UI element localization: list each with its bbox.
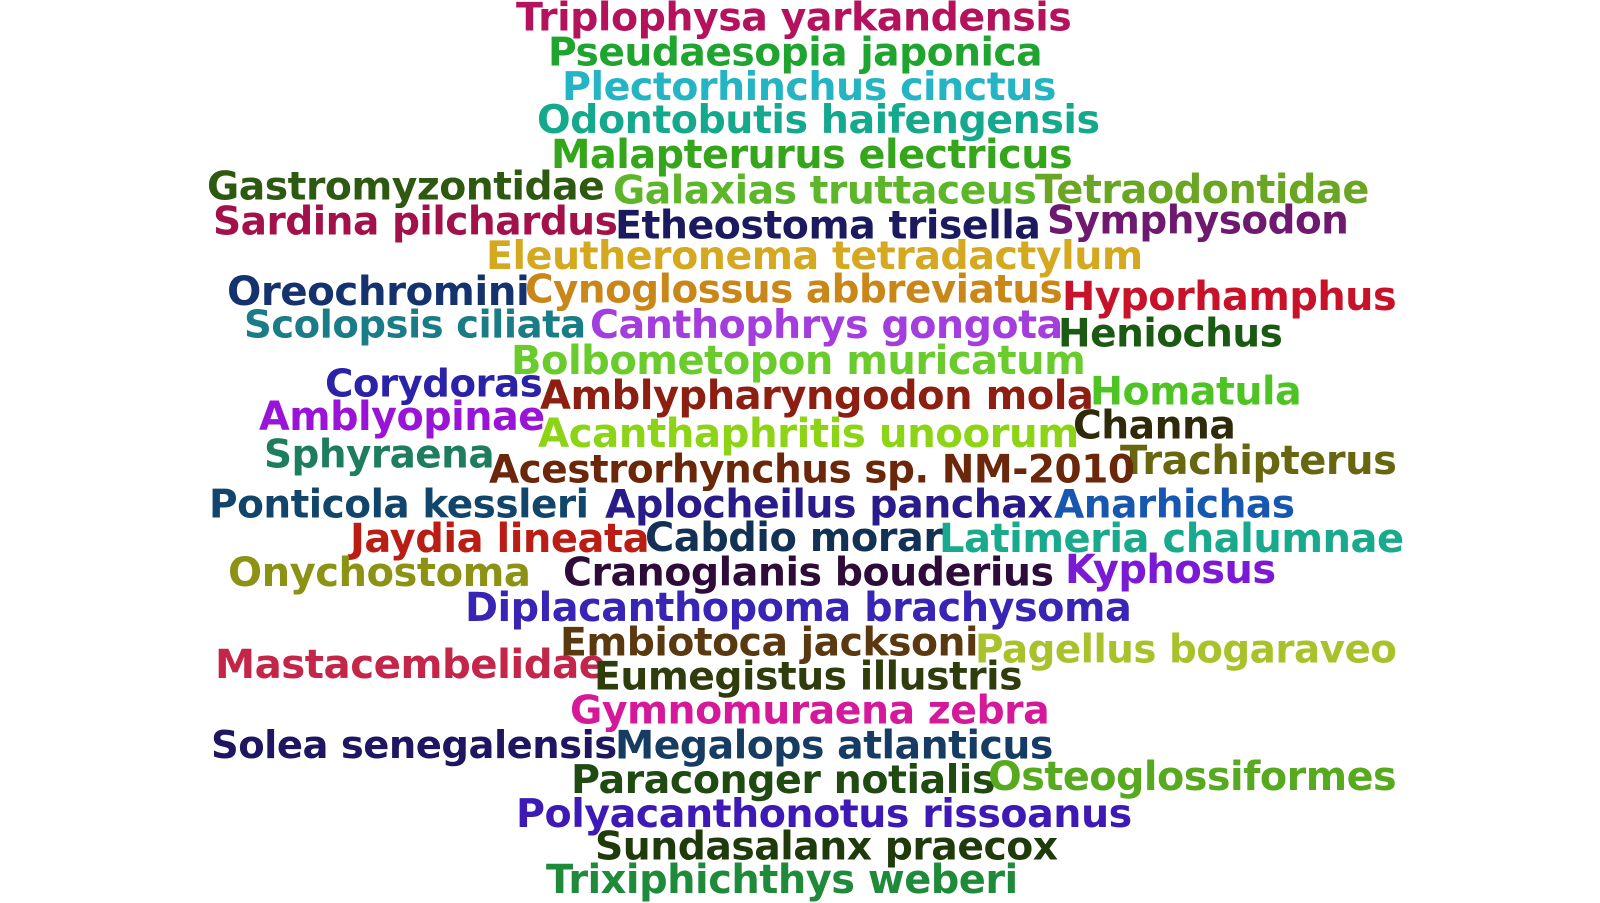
cloud-word: Odontobutis haifengensis (537, 97, 1100, 144)
cloud-word: Eleutheronema tetradactylum (486, 233, 1143, 280)
cloud-word: Diplacanthopoma brachysoma (465, 585, 1132, 632)
cloud-word: Acanthaphritis unoorum (538, 409, 1079, 457)
cloud-word: Homatula (1090, 368, 1302, 415)
cloud-word: Acestrorhynchus sp. NM-2010 (489, 447, 1135, 493)
cloud-word: Onychostoma (228, 549, 531, 596)
cloud-word: Corydoras (325, 361, 543, 407)
cloud-word: Ponticola kessleri (209, 482, 589, 528)
cloud-word: Galaxias truttaceus (613, 168, 1037, 214)
cloud-word: Sardina pilchardus (213, 199, 618, 245)
cloud-word: Aplocheilus panchax (605, 481, 1053, 528)
cloud-word: Plectorhinchus cinctus (562, 64, 1056, 111)
cloud-word: Sundasalanx praecox (595, 824, 1058, 870)
cloud-word: Paraconger notialis (571, 757, 995, 804)
cloud-word: Trachipterus (1120, 438, 1397, 484)
cloud-word: Cranoglanis bouderius (563, 549, 1054, 596)
cloud-word: Trixiphichthys weberi (546, 857, 1018, 903)
cloud-word: Amblypharyngodon mola (540, 373, 1094, 419)
cloud-word: Etheostoma trisella (615, 202, 1041, 249)
cloud-word: Mastacembelidae (215, 640, 606, 688)
cloud-word: Canthophrys gongota (590, 302, 1063, 349)
cloud-word: Anarhichas (1054, 482, 1295, 528)
cloud-word: Sphyraena (264, 432, 495, 478)
cloud-word: Heniochus (1058, 311, 1283, 357)
cloud-word: Cynoglossus abbreviatus (525, 267, 1063, 313)
cloud-word: Triplophysa yarkandensis (516, 0, 1072, 41)
cloud-word: Polyacanthonotus rissoanus (516, 791, 1132, 838)
cloud-word: Bolbometopon muricatum (511, 338, 1086, 384)
cloud-word: Eumegistus illustris (594, 654, 1023, 700)
cloud-word: Malapterurus electricus (551, 132, 1073, 179)
cloud-word: Symphysodon (1047, 198, 1349, 244)
cloud-word: Megalops atlanticus (615, 722, 1053, 769)
cloud-word: Solea senegalensis (211, 722, 617, 768)
cloud-word: Amblyopinae (259, 394, 545, 441)
cloud-word: Jaydia lineata (350, 516, 650, 562)
cloud-word: Hyporhamphus (1062, 274, 1397, 321)
cloud-word: Embiotoca jacksoni (560, 620, 978, 666)
cloud-word: Pseudaesopia japonica (548, 30, 1043, 76)
cloud-word: Pagellus bogaraveo (975, 627, 1397, 673)
cloud-word: Tetraodontidae (1035, 167, 1369, 214)
cloud-word: Gastromyzontidae (207, 164, 605, 210)
cloud-word: Kyphosus (1065, 547, 1276, 594)
cloud-word: Scolopsis ciliata (244, 302, 586, 348)
cloud-word: Osteoglossiformes (988, 754, 1397, 801)
cloud-word: Oreochromini (227, 266, 530, 315)
cloud-word: Channa (1073, 403, 1236, 449)
cloud-word: Cabdio morar (645, 515, 943, 562)
cloud-word: Gymnomuraena zebra (570, 687, 1050, 734)
cloud-word: Latimeria chalumnae (939, 516, 1404, 562)
